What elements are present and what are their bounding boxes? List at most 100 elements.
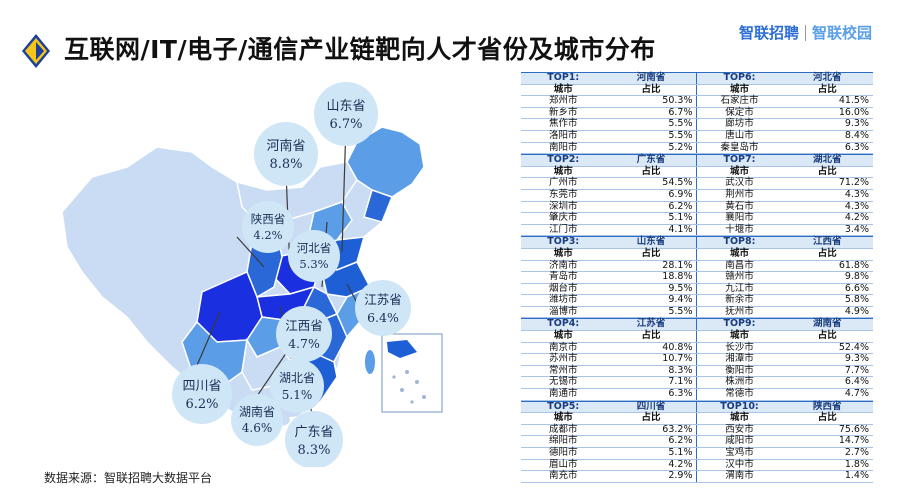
china-map: 山东省 6.7% 河南省 8.8% 陕西省 4.2% 河北省 5.3% 江苏省 … (61, 82, 443, 467)
table-row: 德阳市 5.1% 宝鸡市 2.7% (521, 447, 873, 460)
bubble-hunan: 湖南省 4.6% (231, 394, 283, 446)
city-name: 潍坊市 (521, 295, 606, 307)
rank-label: TOP2: (521, 154, 606, 167)
city-share: 6.4% (781, 377, 873, 390)
city-name: 深圳市 (521, 201, 606, 214)
city-name: 郑州市 (521, 96, 606, 108)
map-label-province: 江苏省 (364, 292, 402, 307)
bubble-jiangxi: 江西省 4.7% (276, 306, 332, 362)
city-share: 52.4% (781, 342, 873, 355)
logo-xiaoyuan: 智联校园 (811, 24, 872, 42)
city-share: 4.2% (605, 459, 697, 472)
rank-label: TOP1: (521, 72, 606, 85)
table-row: 烟台市 9.5% 九江市 6.6% (521, 283, 873, 296)
province-block: TOP4: 江苏省 TOP9: 湖南省 城市 占比 城市 占比 南京市 40.8% 长沙市 52.4%… (521, 318, 873, 401)
south-sea-coast (387, 340, 417, 358)
rank-label: TOP7: (696, 154, 782, 167)
rank-label: TOP6: (696, 72, 782, 85)
table-row: 南充市 2.9% 渭南市 1.4% (521, 471, 873, 483)
province-header-row: TOP4: 江苏省 TOP9: 湖南省 (521, 319, 873, 332)
province-table: TOP3: 山东省 TOP8: 江西省 城市 占比 城市 占比 济南市 28.1% 南昌市 61.8%… (521, 236, 873, 319)
city-share: 63.2% (605, 424, 697, 437)
table-row: 洛阳市 5.5% 唐山市 8.4% (521, 130, 873, 143)
table-row: 眉山市 4.2% 汉中市 1.8% (521, 459, 873, 472)
table-row: 焦作市 5.5% 廊坊市 9.3% (521, 119, 873, 131)
col-header-share: 占比 (781, 84, 873, 97)
bubble-sichuan: 四川省 6.2% (172, 364, 232, 424)
city-share: 4.3% (781, 189, 873, 202)
city-name: 九江市 (696, 283, 782, 296)
city-name: 济南市 (521, 260, 606, 273)
city-share: 50.3% (605, 96, 697, 108)
table-row: 常州市 8.3% 衡阳市 7.7% (521, 365, 873, 378)
map-label-value: 6.2% (185, 397, 218, 412)
city-share: 18.8% (605, 271, 697, 284)
city-share: 6.6% (781, 283, 873, 296)
city-share: 8.4% (781, 130, 873, 143)
south-sea-islands (392, 370, 426, 404)
city-name: 秦皇岛市 (696, 142, 782, 155)
city-share: 6.3% (781, 142, 873, 155)
bubble-guangdong: 广东省 8.3% (285, 411, 343, 467)
province-table: TOP1: 河南省 TOP6: 河北省 城市 占比 城市 占比 郑州市 50.3% 石家庄市 41.5… (521, 72, 873, 155)
city-name: 西安市 (696, 424, 782, 437)
bubble-henan: 河南省 8.8% (254, 122, 318, 186)
city-share: 6.2% (605, 201, 697, 214)
city-name: 赣州市 (696, 271, 782, 284)
city-name: 石家庄市 (696, 96, 782, 108)
bubble-hebei: 河北省 5.3% (288, 230, 340, 282)
logo-zhaopin: 智联招聘 (738, 24, 799, 42)
map-northeast (346, 126, 425, 198)
province-header-row: TOP5: 四川省 TOP10: 陕西省 (521, 401, 873, 414)
map-label-value: 6.7% (329, 117, 362, 132)
city-share: 9.3% (781, 119, 873, 131)
col-header-share: 占比 (605, 330, 697, 343)
city-name: 江门市 (521, 224, 606, 237)
city-name: 湘潭市 (696, 354, 782, 366)
city-share: 16.0% (781, 107, 873, 120)
city-name: 新乡市 (521, 107, 606, 120)
city-name: 南昌市 (696, 260, 782, 273)
map-label-value: 4.2% (253, 228, 282, 242)
city-share: 3.4% (781, 224, 873, 237)
province-table: TOP2: 广东省 TOP7: 湖北省 城市 占比 城市 占比 广州市 54.5% 武汉市 71.2%… (521, 154, 873, 237)
col-header-city: 城市 (696, 248, 782, 261)
map-label-province: 河南省 (266, 138, 305, 154)
province-block: TOP1: 河南省 TOP6: 河北省 城市 占比 城市 占比 郑州市 50.3% 石家庄市 41.5… (521, 72, 873, 155)
table-row: 淄博市 5.5% 抚州市 4.9% (521, 306, 873, 319)
city-share: 9.4% (605, 295, 697, 307)
city-name: 唐山市 (696, 130, 782, 143)
city-name: 抚州市 (696, 306, 782, 319)
col-header-city: 城市 (696, 330, 782, 343)
city-name: 保定市 (696, 107, 782, 120)
city-name: 苏州市 (521, 354, 606, 366)
city-share: 5.2% (605, 142, 697, 155)
city-name: 洛阳市 (521, 130, 606, 143)
col-header-city: 城市 (696, 413, 782, 425)
city-name: 南阳市 (521, 142, 606, 155)
city-share: 9.3% (781, 354, 873, 366)
map-label-value: 8.3% (297, 443, 330, 458)
province-name: 陕西省 (781, 401, 873, 414)
province-name: 江苏省 (605, 319, 697, 332)
map-label-value: 4.7% (288, 336, 320, 351)
col-header-share: 占比 (781, 330, 873, 343)
province-table: TOP5: 四川省 TOP10: 陕西省 城市 占比 城市 占比 成都市 63.2% 西安市 75.6… (521, 401, 873, 483)
table-row: 南京市 40.8% 长沙市 52.4% (521, 342, 873, 355)
province-name: 江西省 (781, 236, 873, 249)
city-name: 广州市 (521, 178, 606, 190)
col-header-city: 城市 (521, 84, 606, 97)
table-row: 济南市 28.1% 南昌市 61.8% (521, 260, 873, 273)
column-header-row: 城市 占比 城市 占比 (521, 413, 873, 425)
city-share: 4.2% (781, 213, 873, 225)
city-share: 5.5% (605, 130, 697, 143)
province-block: TOP5: 四川省 TOP10: 陕西省 城市 占比 城市 占比 成都市 63.2% 西安市 75.6… (521, 400, 873, 483)
col-header-share: 占比 (605, 84, 697, 97)
city-share: 7.1% (605, 377, 697, 390)
table-row: 潍坊市 9.4% 新余市 5.8% (521, 295, 873, 307)
province-block: TOP3: 山东省 TOP8: 江西省 城市 占比 城市 占比 济南市 28.1% 南昌市 61.8%… (521, 236, 873, 319)
province-name: 山东省 (605, 236, 697, 249)
province-table: TOP4: 江苏省 TOP9: 湖南省 城市 占比 城市 占比 南京市 40.8% 长沙市 52.4%… (521, 319, 873, 401)
city-name: 株洲市 (696, 377, 782, 390)
city-name: 长沙市 (696, 342, 782, 355)
